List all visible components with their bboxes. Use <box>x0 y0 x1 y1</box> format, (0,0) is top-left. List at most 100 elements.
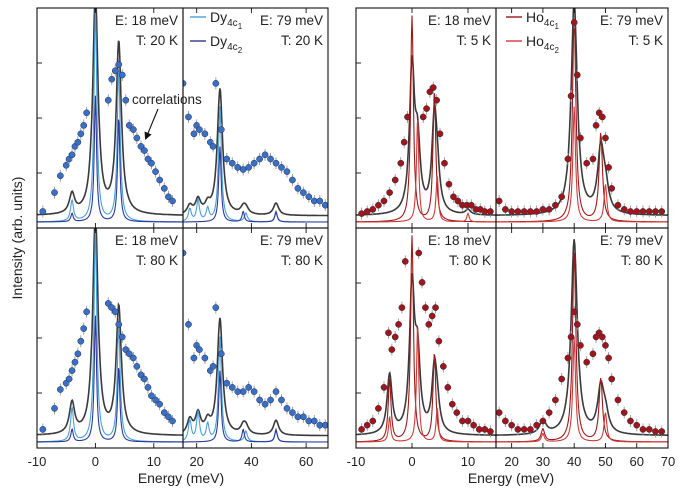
data-point <box>141 375 148 383</box>
data-point <box>508 421 515 429</box>
panels: E: 18 meV T: 20 K E: 79 meV T: 20 K -10 0 10 E:… <box>28 7 675 469</box>
data-point <box>228 159 236 167</box>
data-point <box>68 367 76 374</box>
dy-legend: Dy4c1 Dy4c2 <box>190 9 243 55</box>
data-point <box>577 342 584 349</box>
data-point <box>108 75 116 83</box>
data-point <box>363 421 371 429</box>
data-point <box>165 413 172 421</box>
panel-energy-label: E: 79 meV <box>600 233 663 248</box>
data-point <box>223 379 231 387</box>
data-point <box>289 176 296 184</box>
data-point <box>454 197 462 205</box>
x-tick-label: 40 <box>244 454 258 469</box>
data-point <box>358 426 365 433</box>
data-point <box>573 71 581 79</box>
data-point <box>212 80 220 87</box>
data-point <box>598 113 606 121</box>
data-point <box>608 375 616 383</box>
panel-plot-area <box>496 239 668 443</box>
data-point <box>74 138 82 146</box>
data-point <box>256 155 263 163</box>
data-point <box>570 308 578 316</box>
data-point <box>608 185 616 192</box>
data-point <box>57 172 64 180</box>
data-point <box>639 208 647 215</box>
data-point <box>283 168 291 175</box>
data-point <box>118 71 126 79</box>
data-point <box>201 354 209 362</box>
data-point <box>470 421 477 429</box>
data-point <box>459 417 466 425</box>
data-point <box>152 168 159 175</box>
ho-legend-c1-label: Ho4c1 <box>526 9 559 31</box>
data-point <box>464 417 472 425</box>
data-point <box>196 346 203 353</box>
correlations-arrow <box>144 108 159 141</box>
data-point <box>419 113 427 121</box>
data-point <box>130 354 137 362</box>
data-point <box>435 337 443 345</box>
data-point <box>433 96 440 104</box>
data-point <box>633 421 641 429</box>
panel-temperature-label: T: 80 K <box>449 253 491 268</box>
component-2-curve <box>37 95 183 223</box>
data-point <box>160 185 168 192</box>
data-point <box>423 105 430 112</box>
data-point <box>400 138 408 146</box>
data-point <box>125 122 133 129</box>
data-point <box>639 426 647 433</box>
data-point <box>645 208 653 215</box>
panel-energy-label: E: 18 meV <box>115 233 178 248</box>
correlations-annotation: correlations <box>132 92 202 107</box>
data-point <box>502 206 509 213</box>
data-point <box>267 155 274 163</box>
data-point <box>261 400 269 408</box>
data-point <box>577 134 584 142</box>
panel-ho_5K_lo: E: 18 meV T: 5 K <box>355 7 497 229</box>
data-point <box>115 321 123 328</box>
data-point <box>481 426 489 433</box>
x-tick-label: 70 <box>661 454 675 469</box>
data-point <box>250 159 258 167</box>
panel-ho_80K_lo: -10 0 10 E: 18 meV T: 80 K <box>347 227 497 469</box>
panel-temperature-label: T: 80 K <box>621 253 663 268</box>
data-point <box>583 358 591 366</box>
data-point <box>283 405 291 412</box>
data-point <box>428 312 436 320</box>
data-point <box>80 122 88 129</box>
dy-legend-c1-label: Dy4c1 <box>210 9 243 31</box>
x-tick-label: 0 <box>92 454 99 469</box>
component-2-curve <box>496 106 668 223</box>
data-point <box>261 151 269 159</box>
data-point <box>614 396 622 404</box>
data-point <box>441 159 448 167</box>
component-2-curve <box>496 337 668 443</box>
data-point <box>201 130 209 138</box>
data-point <box>487 208 494 215</box>
data-point <box>652 428 659 435</box>
data-point <box>589 155 597 163</box>
data-point <box>627 417 634 425</box>
data-point <box>196 126 203 133</box>
panel-temperature-label: T: 20 K <box>136 33 178 48</box>
component-2-curve <box>356 119 496 223</box>
data-point <box>57 386 64 393</box>
data-point <box>552 396 559 404</box>
panel-plot-area <box>37 8 183 223</box>
data-point <box>272 159 280 167</box>
data-point <box>602 342 609 349</box>
x-tick-label: 60 <box>629 454 643 469</box>
data-point <box>111 67 119 75</box>
data-point <box>169 197 176 205</box>
data-point <box>62 161 70 169</box>
data-point <box>386 189 393 196</box>
data-point <box>432 304 439 311</box>
fit-curve <box>496 239 668 436</box>
data-point <box>83 109 90 117</box>
data-point <box>316 197 324 205</box>
data-point <box>545 409 553 416</box>
data-point <box>223 155 231 163</box>
data-point <box>272 388 280 395</box>
panel-plot-area <box>183 247 328 443</box>
